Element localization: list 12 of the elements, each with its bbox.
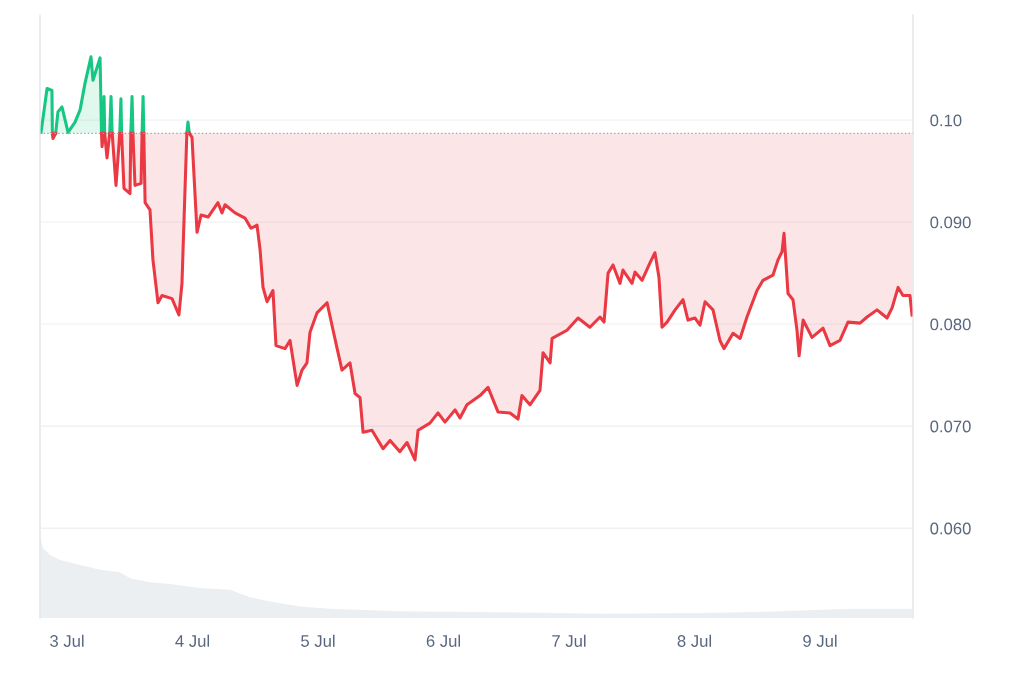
y-tick-label: 0.070 xyxy=(930,420,971,433)
x-tick-label: 3 Jul xyxy=(50,634,84,647)
x-tick-label: 5 Jul xyxy=(301,634,335,647)
x-tick-label: 9 Jul xyxy=(803,634,837,647)
y-tick-label: 0.090 xyxy=(930,216,971,229)
x-tick-label: 8 Jul xyxy=(677,634,711,647)
y-tick-label: 0.060 xyxy=(930,522,971,535)
x-tick-label: 4 Jul xyxy=(175,634,209,647)
y-tick-label: 0.080 xyxy=(930,318,971,331)
x-tick-label: 6 Jul xyxy=(426,634,460,647)
x-tick-label: 7 Jul xyxy=(552,634,586,647)
y-tick-label: 0.10 xyxy=(930,114,962,127)
